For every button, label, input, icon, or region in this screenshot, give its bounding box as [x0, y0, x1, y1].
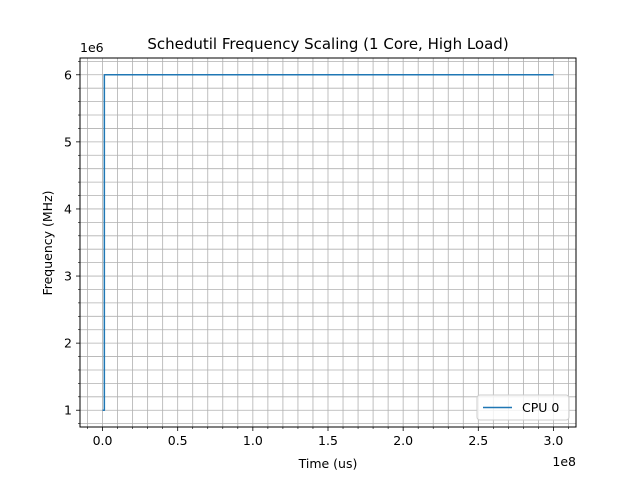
y-tick-label: 5	[64, 134, 72, 149]
series-layer	[102, 74, 554, 411]
y-offset-text: 1e6	[80, 40, 104, 55]
x-tick-label: 0.0	[93, 433, 113, 448]
x-tick-label: 0.5	[168, 433, 188, 448]
y-tick-label: 2	[64, 336, 72, 351]
plot-frame	[79, 57, 577, 428]
legend: CPU 0	[476, 394, 570, 421]
y-tick-label: 6	[64, 67, 72, 82]
x-tick-label: 1.5	[318, 433, 338, 448]
y-tick-label: 4	[64, 201, 72, 216]
x-tick-label: 1.0	[243, 433, 263, 448]
y-tick-label: 3	[64, 269, 72, 284]
legend-box	[476, 394, 570, 421]
axis-ticks: 0.0 0.5 1.0 1.5 2.0 2.5 3.0 1 2 3 4 5 6	[64, 61, 569, 448]
x-tick-label: 2.0	[393, 433, 413, 448]
legend-label-cpu-0: CPU 0	[522, 400, 559, 415]
x-offset-text: 1e8	[552, 454, 576, 469]
x-tick-label: 2.5	[468, 433, 488, 448]
x-axis-label: Time (us)	[298, 456, 358, 471]
y-axis-label: Frequency (MHz)	[40, 190, 55, 295]
series-line-cpu-0	[102, 74, 554, 411]
chart-title: Schedutil Frequency Scaling (1 Core, Hig…	[147, 35, 508, 53]
grid	[80, 58, 576, 427]
x-tick-label: 3.0	[544, 433, 564, 448]
y-tick-label: 1	[64, 403, 72, 418]
